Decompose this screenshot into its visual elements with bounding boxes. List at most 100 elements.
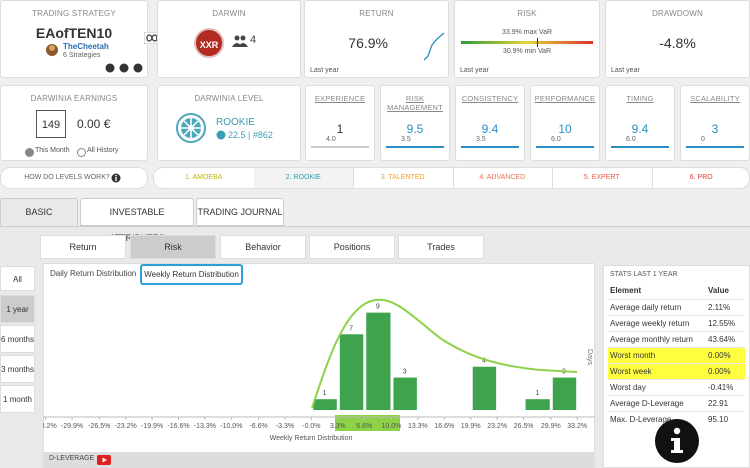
x-tick-label: 23.2% — [487, 423, 507, 430]
info-badge[interactable] — [654, 418, 700, 464]
attribute-value: 9.4 — [481, 122, 499, 136]
levels-help[interactable]: HOW DO LEVELS WORK? — [0, 167, 148, 189]
y-axis-label: Days — [586, 349, 593, 365]
bar — [339, 334, 364, 410]
tab[interactable]: INVESTABLE ATTRIBUTES — [80, 198, 194, 243]
attribute-card: CONSISTENCY 9.4 3.5 — [455, 85, 525, 161]
period-option[interactable]: 1 year — [0, 295, 35, 323]
attribute-target: 3.5 — [476, 136, 486, 143]
earnings-rank: 149 — [36, 110, 66, 138]
attribute-label: RISK MANAGEMENT — [387, 94, 443, 112]
bar-label: 7 — [349, 325, 353, 332]
x-tick-label: 10.0% — [382, 423, 402, 430]
attribute-bar — [686, 146, 744, 148]
stats-row: Average weekly return 12.55% — [608, 315, 745, 332]
attribute-card: TIMING 9.4 6.0 — [605, 85, 675, 161]
level-name: ROOKIE — [216, 117, 255, 128]
card-label: TRADING STRATEGY — [32, 9, 116, 18]
subtab[interactable]: Positions — [309, 235, 395, 259]
strategy-name: EAofTEN10 — [35, 25, 113, 41]
level-icon — [216, 130, 226, 140]
attribute-bar — [536, 146, 594, 148]
video-icon[interactable] — [97, 455, 111, 465]
card-label: DARWINIA EARNINGS — [30, 94, 118, 103]
strategy-card: TRADING STRATEGY EAofTEN10 TheCheetah 6 … — [0, 0, 148, 78]
stat-value: 12.55% — [708, 319, 736, 328]
tab[interactable]: TRADING JOURNAL — [196, 198, 284, 226]
stat-name: Worst month — [610, 351, 656, 360]
period-option[interactable]: 3 months — [0, 355, 35, 383]
social-icons — [105, 63, 143, 73]
levels-question: HOW DO LEVELS WORK? — [24, 174, 110, 181]
stats-row: Average daily return 2.11% — [608, 299, 745, 316]
attribute-bar — [386, 146, 444, 148]
chart-tab-active[interactable]: Weekly Return Distribution — [140, 264, 243, 285]
attribute-bar — [611, 146, 669, 148]
earnings-card: DARWINIA EARNINGS 149 0.00 € This Month A… — [0, 85, 148, 161]
subtab[interactable]: Behavior — [220, 235, 306, 259]
fit-curve — [311, 298, 578, 409]
stat-name: Average monthly return — [610, 335, 694, 344]
level-card: DARWINIA LEVEL ROOKIE 22.5 | #862 — [157, 85, 301, 161]
stats-row: Average D-Leverage 22.91 — [608, 395, 745, 412]
stat-value: 43.64% — [708, 335, 736, 344]
bar — [552, 377, 577, 410]
attribute-target: 4.0 — [326, 136, 336, 143]
subtab[interactable]: Risk — [130, 235, 216, 259]
column-header: Value — [708, 286, 729, 295]
x-tick-label: 33.2% — [567, 423, 587, 430]
attribute-target: 0 — [701, 136, 705, 143]
attribute-card: PERFORMANCE 10 6.0 — [530, 85, 600, 161]
attribute-target: 6.0 — [551, 136, 561, 143]
level-step: 1. AMOEBA — [154, 168, 255, 188]
radio[interactable] — [77, 148, 86, 157]
period: Last year — [460, 67, 489, 74]
footer-label: D-LEVERAGE — [49, 455, 95, 462]
subtab[interactable]: Return — [40, 235, 126, 259]
radio[interactable] — [25, 148, 34, 157]
attribute-card: SCALABILITY 3 0 — [680, 85, 750, 161]
bar-label: 1 — [323, 390, 327, 397]
level-wheel — [176, 113, 206, 143]
risk-gradient — [461, 41, 593, 44]
subtab[interactable]: Trades — [398, 235, 484, 259]
card-label: DARWIN — [212, 9, 246, 18]
chart-panel — [43, 263, 595, 468]
period-option[interactable]: 1 month — [0, 385, 35, 413]
bar — [525, 399, 550, 410]
tab[interactable]: BASIC — [0, 198, 78, 226]
attribute-value: 9.5 — [406, 122, 424, 136]
stat-name: Worst week — [610, 367, 652, 376]
radio-label: This Month — [35, 147, 70, 154]
x-tick-label: -3.3% — [276, 423, 294, 430]
card-label: DRAWDOWN — [651, 9, 704, 18]
attribute-target: 3.5 — [401, 136, 411, 143]
stat-name: Worst day — [610, 383, 646, 392]
author[interactable]: TheCheetah — [63, 42, 109, 51]
period-option[interactable]: All — [0, 266, 35, 291]
drawdown-value: -4.8% — [659, 35, 696, 51]
period-option[interactable]: 6 months — [0, 325, 35, 353]
x-tick-label: 26.5% — [514, 423, 534, 430]
x-tick-label: -13.3% — [194, 423, 216, 430]
stat-value: 0.00% — [708, 367, 731, 376]
chart-tab[interactable]: Daily Return Distribution — [50, 269, 137, 278]
x-tick-label: -29.9% — [61, 423, 83, 430]
attribute-label: CONSISTENCY — [461, 94, 519, 103]
stats-header: Element Value — [608, 283, 745, 299]
bar-label: 9 — [376, 304, 380, 311]
stat-value: 22.91 — [708, 399, 729, 408]
radio-label: All History — [87, 147, 119, 154]
attribute-label: TIMING — [626, 94, 654, 103]
x-tick-label: -16.6% — [167, 423, 189, 430]
stats-title: STATS LAST 1 YEAR — [610, 271, 678, 278]
level-step: 4. ADVANCED — [453, 168, 553, 188]
x-tick-label: -0.0% — [302, 423, 320, 430]
x-tick-label: 16.6% — [434, 423, 454, 430]
attribute-label: SCALABILITY — [690, 94, 740, 103]
levels-track: 1. AMOEBA 2. ROOKIE 3. TALENTED 4. ADVANCED… — [153, 167, 750, 189]
x-tick-label: -23.2% — [115, 423, 137, 430]
x-axis-label: Weekly Return Distribution — [270, 435, 353, 442]
stat-name: Average weekly return — [610, 319, 690, 328]
